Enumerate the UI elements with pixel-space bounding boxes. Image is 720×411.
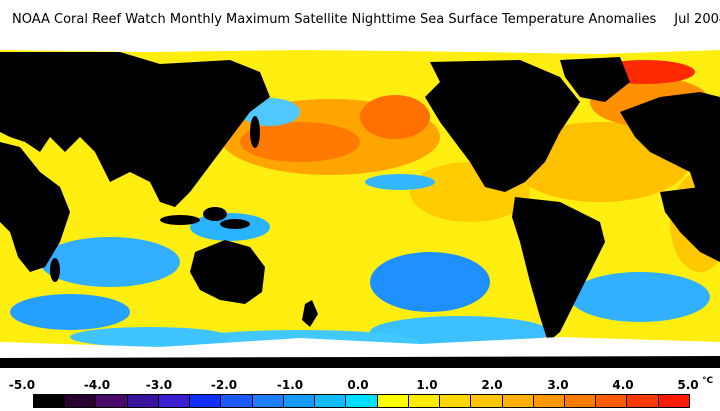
antarctic-ice: [0, 337, 720, 358]
africa-land: [0, 142, 70, 272]
europe-land: [620, 92, 720, 202]
australia-land: [190, 240, 265, 304]
world-map-svg: [0, 42, 720, 368]
color-bar-swatch: [34, 395, 66, 407]
new-zealand-land: [302, 300, 318, 327]
legend-label-5: 5.0: [677, 378, 699, 392]
color-bar-swatch: [471, 395, 503, 407]
color-bar-swatch: [190, 395, 222, 407]
north-pole-ice: [0, 42, 720, 54]
south-america-land: [512, 197, 605, 342]
legend-label-0: 0.0: [347, 378, 369, 392]
legend-unit: °C: [702, 376, 714, 386]
sst-anomaly-map: [0, 42, 720, 368]
legend-label-neg2: -2.0: [210, 378, 238, 392]
color-bar-swatch: [564, 395, 597, 407]
map-title-bar: NOAA Coral Reef Watch Monthly Maximum Sa…: [0, 0, 720, 42]
color-bar-swatch: [252, 395, 284, 407]
legend-label-neg5: -5.0: [8, 378, 36, 392]
eurasia-land: [0, 52, 270, 207]
map-date: Jul 2004: [674, 12, 720, 27]
color-bar-swatch: [96, 395, 128, 407]
legend-label-neg4: -4.0: [83, 378, 111, 392]
color-bar-swatch: [283, 395, 316, 407]
north-america-land: [425, 60, 580, 192]
color-bar-swatch: [502, 395, 534, 407]
color-bar-swatch: [377, 395, 409, 407]
legend-label-4: 4.0: [612, 378, 634, 392]
greenland-land: [560, 57, 630, 102]
color-bar-swatch: [627, 395, 659, 407]
map-title: NOAA Coral Reef Watch Monthly Maximum Sa…: [12, 12, 657, 27]
color-bar-swatch: [346, 395, 378, 407]
sea-ice-regions: [0, 42, 720, 358]
color-scale-legend: -5.0 -4.0 -3.0 -2.0 -1.0 0.0 1.0 2.0 3.0…: [0, 372, 720, 411]
color-bar-swatch: [596, 395, 628, 407]
madagascar-land: [50, 258, 60, 282]
color-bar-swatch: [65, 395, 97, 407]
color-bar-swatch: [533, 395, 565, 407]
color-bar: [33, 394, 690, 408]
color-bar-swatch: [440, 395, 472, 407]
color-bar-swatch: [127, 395, 159, 407]
color-bar-swatch: [158, 395, 191, 407]
indonesia-land: [160, 215, 200, 225]
color-bar-swatch: [408, 395, 441, 407]
legend-label-1: 1.0: [416, 378, 438, 392]
color-bar-swatch: [315, 395, 347, 407]
japan-land: [250, 116, 260, 148]
color-bar-swatch: [221, 395, 253, 407]
legend-label-neg3: -3.0: [145, 378, 173, 392]
color-bar-swatch: [658, 395, 689, 407]
legend-label-2: 2.0: [481, 378, 503, 392]
africa-west-land: [660, 187, 720, 262]
legend-label-3: 3.0: [547, 378, 569, 392]
legend-label-neg1: -1.0: [276, 378, 304, 392]
